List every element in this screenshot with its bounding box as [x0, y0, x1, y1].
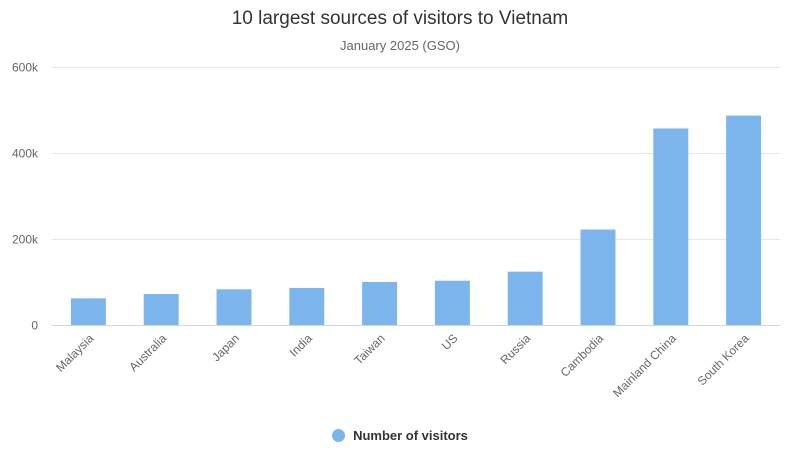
bar-taiwan[interactable]: [362, 282, 398, 325]
x-tick-label: Taiwan: [351, 331, 387, 367]
y-axis-ticks: 0 200k 400k 600k: [12, 61, 39, 333]
x-axis-ticks: Malaysia Australia Japan India Taiwan US Russi…: [53, 331, 752, 400]
bar-cambodia[interactable]: [580, 229, 616, 325]
legend-item-number-of-visitors[interactable]: Number of visitors: [332, 428, 468, 443]
bar-mainland-china[interactable]: [653, 128, 689, 325]
bar-india[interactable]: [289, 288, 325, 325]
x-tick-label: South Korea: [695, 331, 752, 388]
y-tick-label: 400k: [12, 147, 39, 161]
y-tick-label: 200k: [12, 233, 39, 247]
bars: [70, 115, 762, 325]
chart-subtitle: January 2025 (GSO): [340, 38, 460, 53]
x-tick-label: Malaysia: [53, 331, 97, 375]
bar-australia[interactable]: [143, 294, 179, 325]
bar-japan[interactable]: [216, 289, 252, 325]
x-tick-label: US: [439, 331, 461, 353]
x-tick-label: Cambodia: [558, 331, 607, 380]
bar-south-korea[interactable]: [726, 115, 762, 325]
bar-malaysia[interactable]: [70, 298, 106, 325]
bar-russia[interactable]: [507, 271, 543, 325]
x-tick-label: Russia: [497, 331, 533, 367]
bar-us[interactable]: [434, 280, 470, 325]
y-tick-label: 0: [31, 319, 38, 333]
x-tick-label: India: [287, 331, 316, 360]
legend-label: Number of visitors: [353, 428, 468, 443]
legend: Number of visitors: [0, 428, 800, 443]
legend-swatch: [332, 429, 346, 442]
chart-title: 10 largest sources of visitors to Vietna…: [231, 8, 569, 29]
y-tick-label: 600k: [12, 61, 39, 75]
x-tick-label: Mainland China: [610, 331, 679, 400]
x-tick-label: Australia: [126, 331, 169, 374]
x-tick-label: Japan: [209, 331, 242, 364]
